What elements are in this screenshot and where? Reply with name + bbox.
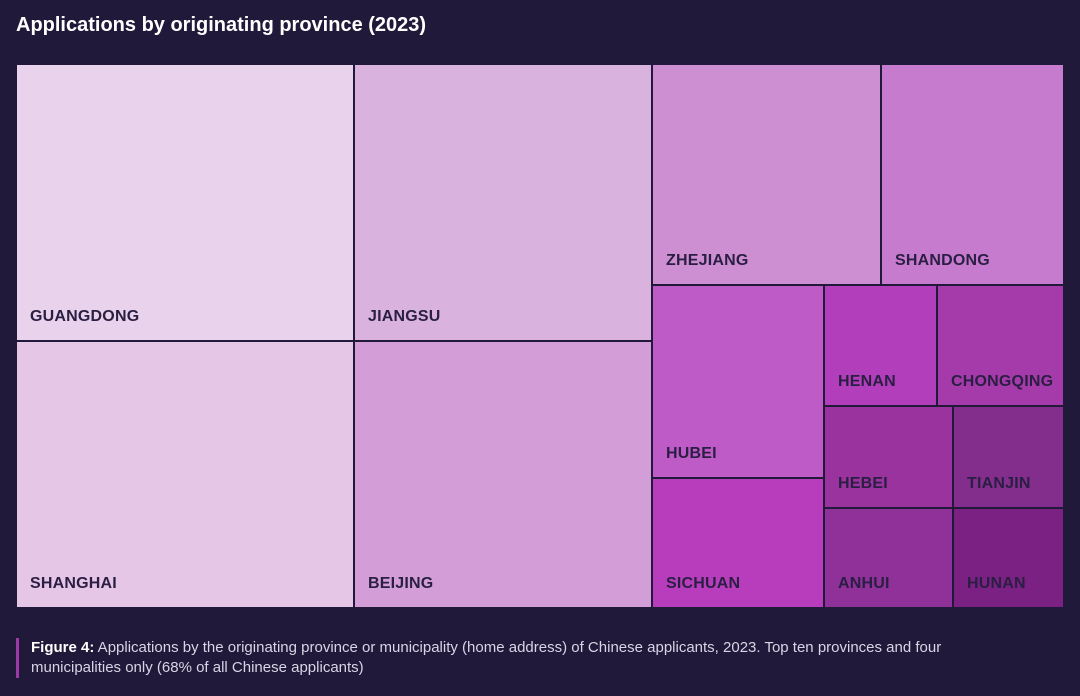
tile-label: HEBEI (838, 475, 888, 492)
treemap-tile-beijing: BEIJING (354, 341, 652, 608)
tile-label: HENAN (838, 373, 896, 390)
figure-caption: Figure 4: Applications by the originatin… (16, 638, 1031, 678)
caption-text: Applications by the originating province… (31, 639, 942, 676)
treemap-tile-hubei: HUBEI (652, 285, 824, 478)
treemap-tile-guangdong: GUANGDONG (16, 64, 354, 341)
tile-label: GUANGDONG (30, 308, 140, 325)
treemap-tile-shandong: SHANDONG (881, 64, 1064, 285)
treemap-tile-chongqing: CHONGQING (937, 285, 1064, 406)
tile-label: TIANJIN (967, 475, 1031, 492)
tile-label: CHONGQING (951, 373, 1054, 390)
tile-label: BEIJING (368, 575, 434, 592)
treemap-tile-shanghai: SHANGHAI (16, 341, 354, 608)
caption-label: Figure 4: (31, 639, 95, 656)
chart-title: Applications by originating province (20… (16, 14, 427, 36)
treemap-tile-hunan: HUNAN (953, 508, 1064, 608)
treemap-tile-hebei: HEBEI (824, 406, 953, 508)
tile-label: JIANGSU (368, 308, 441, 325)
treemap-tile-zhejiang: ZHEJIANG (652, 64, 881, 285)
tile-label: HUNAN (967, 575, 1026, 592)
treemap-tile-sichuan: SICHUAN (652, 478, 824, 608)
treemap-tile-jiangsu: JIANGSU (354, 64, 652, 341)
tile-label: ZHEJIANG (666, 252, 749, 269)
tile-label: SHANDONG (895, 252, 990, 269)
treemap-chart: GUANGDONG SHANGHAI JIANGSU BEIJING ZHEJIANG S… (16, 64, 1064, 608)
tile-label: SHANGHAI (30, 575, 117, 592)
tile-label: ANHUI (838, 575, 890, 592)
tile-label: HUBEI (666, 445, 717, 462)
treemap-tile-anhui: ANHUI (824, 508, 953, 608)
treemap-tile-henan: HENAN (824, 285, 937, 406)
tile-label: SICHUAN (666, 575, 741, 592)
treemap-tile-tianjin: TIANJIN (953, 406, 1064, 508)
